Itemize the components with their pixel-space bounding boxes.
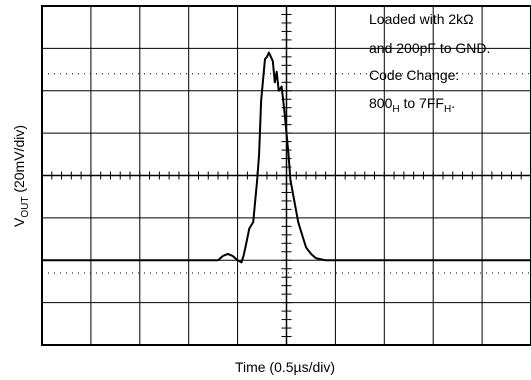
annotation-code-to: to 7FF <box>400 95 444 111</box>
y-axis-label-main: V <box>11 217 27 227</box>
y-axis-label-sub: OUT <box>20 197 31 218</box>
signal-trace <box>42 51 531 264</box>
y-axis-label: VOUT (20mV/div) <box>11 125 31 227</box>
annotation-code-from: 800 <box>369 95 393 111</box>
annotation-line-4: 800H to 7FFH. <box>369 95 455 115</box>
annotation: Loaded with 2kΩ and 200pF to GND. Code C… <box>369 11 490 115</box>
x-axis-label: Time (0.5µs/div) <box>235 359 335 375</box>
annotation-line-2: and 200pF to GND. <box>369 40 490 56</box>
annotation-sub-from: H <box>392 104 399 115</box>
annotation-sub-to: H <box>444 104 451 115</box>
annotation-tail: . <box>451 95 455 111</box>
annotation-line-1: Loaded with 2kΩ <box>369 11 474 27</box>
annotation-line-3: Code Change: <box>369 67 459 83</box>
trace-line <box>42 51 531 264</box>
graticule <box>41 5 531 346</box>
y-axis-label-rest: (20mV/div) <box>11 125 27 197</box>
